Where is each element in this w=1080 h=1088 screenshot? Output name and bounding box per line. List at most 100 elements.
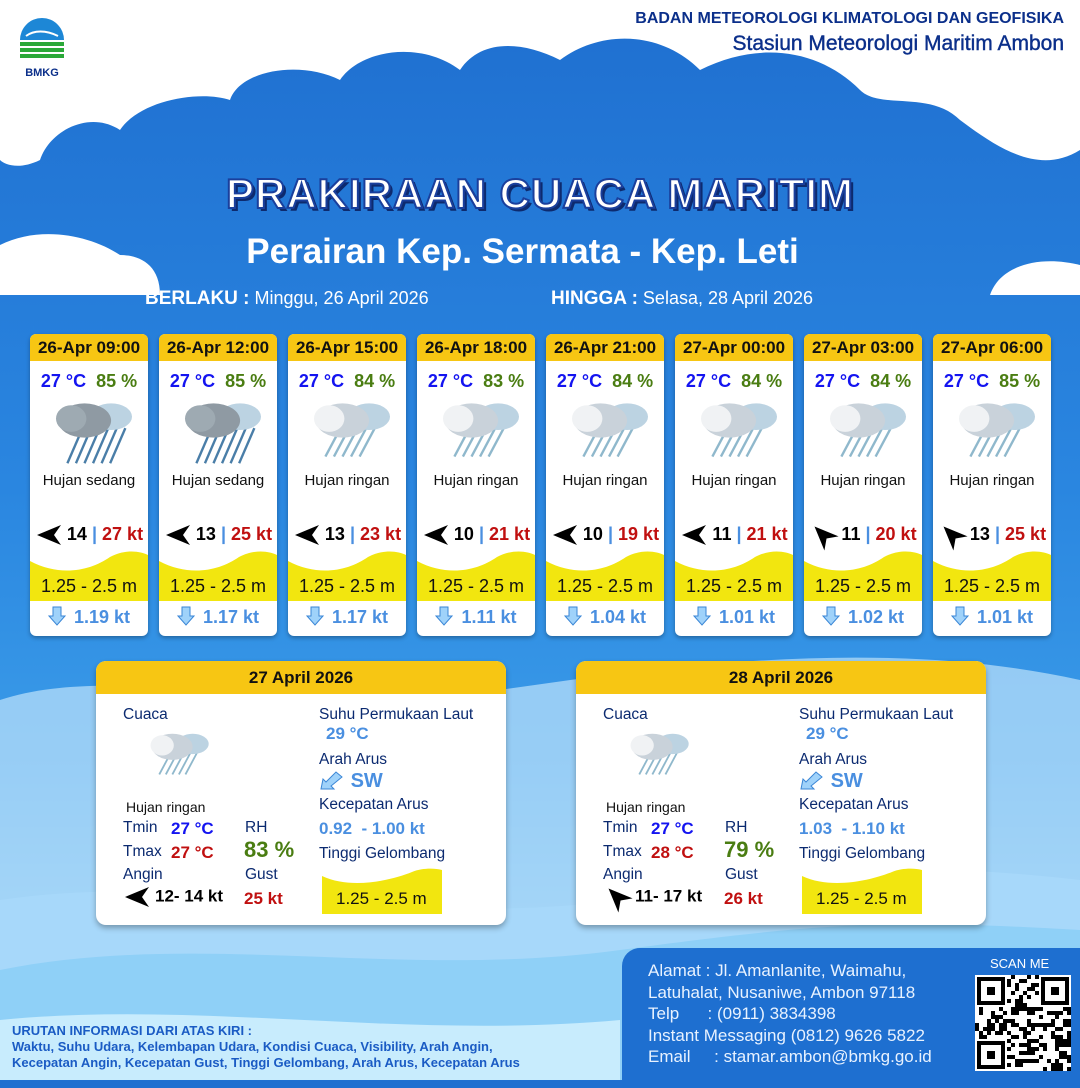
- weather-condition: Hujan ringan: [304, 472, 390, 489]
- wind-direction-icon: [422, 524, 454, 546]
- wave-height: 1.25 - 2.5 m: [814, 576, 912, 596]
- forecast-card: 27-Apr 03:00 27 °C 84 % Hujan ringan 11 …: [804, 334, 922, 636]
- humidity: 85 %: [999, 371, 1041, 391]
- air-temperature: 27 °C: [169, 371, 216, 391]
- wind-direction-icon: [938, 524, 970, 551]
- org-name: BADAN METEOROLOGI KLIMATOLOGI DAN GEOFIS…: [635, 10, 1064, 27]
- light-rain-icon: [933, 392, 1051, 468]
- current-direction-icon: [563, 606, 590, 627]
- wave-height: 1.25 - 2.5 m: [685, 576, 783, 596]
- wave-graphic: [675, 551, 793, 601]
- tmax-value: 27 °C: [171, 843, 214, 862]
- gust-speed: 19 kt: [618, 524, 660, 544]
- daily-date: 28 April 2026: [576, 661, 986, 694]
- wind-speed: 10: [582, 524, 603, 544]
- forecast-card: 26-Apr 21:00 27 °C 84 % Hujan ringan 10 …: [546, 334, 664, 636]
- wind-direction-icon: [603, 886, 635, 913]
- wind-range: 11- 17 kt: [635, 886, 703, 906]
- humidity: 84 %: [612, 371, 654, 391]
- gust-value: 25 kt: [244, 889, 283, 908]
- weather-condition: Hujan ringan: [562, 472, 648, 489]
- daily-weather: Hujan ringan: [606, 799, 686, 815]
- wind-speed: 13: [324, 524, 345, 544]
- forecast-card: 26-Apr 12:00 27 °C 85 % Hujan sedang 13 …: [159, 334, 277, 636]
- heavy-rain-icon: [159, 392, 277, 468]
- tmin-value: 27 °C: [651, 819, 694, 838]
- wind-speed: 11: [712, 524, 732, 544]
- light-rain-icon: [136, 725, 216, 788]
- phone: Telp : (0911) 3834398: [648, 1004, 836, 1023]
- sst-value: 29 °C: [326, 724, 369, 743]
- current-direction-label: Arah Arus: [799, 751, 868, 768]
- wave-label: Tinggi Gelombang: [319, 845, 446, 862]
- valid-to: HINGGA : Selasa, 28 April 2026: [551, 288, 813, 310]
- current-direction-label: Arah Arus: [319, 751, 388, 768]
- contact-info: Alamat : Jl. Amanlanite, Waimahu, Latuha…: [648, 960, 932, 1068]
- wave-graphic: [933, 551, 1051, 601]
- forecast-card: 27-Apr 00:00 27 °C 84 % Hujan ringan 11 …: [675, 334, 793, 636]
- valid-from-label: BERLAKU :: [145, 288, 250, 309]
- humidity: 85 %: [96, 371, 138, 391]
- wind-label: Angin: [603, 866, 643, 883]
- light-rain-icon: [675, 392, 793, 468]
- current-speed-value: 1.03 - 1.10 kt: [799, 819, 905, 838]
- wave-height: 1.25 - 2.5 m: [40, 576, 138, 596]
- wave-height: 1.25 - 2.5 m: [427, 576, 525, 596]
- forecast-time: 27-Apr 03:00: [804, 334, 922, 361]
- bmkg-logo: BMKG: [14, 12, 70, 79]
- tmin-value: 27 °C: [171, 819, 214, 838]
- gust-speed: 21 kt: [489, 524, 531, 544]
- email[interactable]: Email : stamar.ambon@bmkg.go.id: [648, 1047, 932, 1066]
- heavy-rain-icon: [30, 392, 148, 468]
- wind-speed: 13: [969, 524, 990, 544]
- daily-date: 27 April 2026: [96, 661, 506, 694]
- address-line-1: Alamat : Jl. Amanlanite, Waimahu,: [648, 961, 907, 980]
- wave-height: 1.25 - 2.5 m: [943, 576, 1041, 596]
- forecast-time: 27-Apr 00:00: [675, 334, 793, 361]
- current-speed: 1.04 kt: [589, 607, 647, 627]
- wind-direction-icon: [35, 524, 67, 546]
- current-direction-value: SW: [830, 770, 863, 792]
- info-line-2: Kecepatan Angin, Kecepatan Gust, Tinggi …: [12, 1055, 520, 1070]
- scan-me-label: SCAN ME: [990, 956, 1050, 971]
- daily-summary-card: 28 April 2026 Cuaca Hujan ringan Tmin 27…: [576, 661, 986, 925]
- current-speed: 1.01 kt: [718, 607, 776, 627]
- gust-speed: 21 kt: [746, 524, 788, 544]
- current-direction-icon: [319, 770, 345, 792]
- sst-label: Suhu Permukaan Laut: [799, 706, 954, 723]
- current-speed-label: Kecepatan Arus: [319, 796, 429, 813]
- rh-value: 79 %: [724, 837, 775, 862]
- forecast-card: 27-Apr 06:00 27 °C 85 % Hujan ringan 13 …: [933, 334, 1051, 636]
- page-subtitle: Perairan Kep. Sermata - Kep. Leti: [246, 232, 799, 271]
- forecast-time: 26-Apr 12:00: [159, 334, 277, 361]
- wind-speed: 14: [66, 524, 87, 544]
- light-rain-icon: [546, 392, 664, 468]
- light-rain-icon: [417, 392, 535, 468]
- instant-messaging: Instant Messaging (0812) 9626 5822: [648, 1025, 925, 1045]
- air-temperature: 27 °C: [556, 371, 603, 391]
- light-rain-icon: [616, 725, 696, 788]
- rh-label: RH: [725, 819, 748, 836]
- station-name: Stasiun Meteorologi Maritim Ambon: [732, 32, 1064, 55]
- current-speed-label: Kecepatan Arus: [799, 796, 909, 813]
- current-speed: 1.01 kt: [976, 607, 1034, 627]
- forecast-time: 27-Apr 06:00: [933, 334, 1051, 361]
- gust-label: Gust: [245, 866, 278, 883]
- humidity: 84 %: [870, 371, 912, 391]
- gust-speed: 27 kt: [102, 524, 144, 544]
- humidity: 83 %: [483, 371, 525, 391]
- wave-height: 1.25 - 2.5 m: [169, 576, 267, 596]
- wave-height: 1.25 - 2.5 m: [556, 576, 654, 596]
- wave-graphic: [804, 551, 922, 601]
- side-clouds: [0, 234, 1080, 295]
- qr-code[interactable]: [975, 975, 1071, 1071]
- page-title: PRAKIRAAN CUACA MARITIM: [225, 169, 855, 218]
- weather-condition: Hujan ringan: [820, 472, 906, 489]
- air-temperature: 27 °C: [814, 371, 861, 391]
- current-direction-icon: [950, 606, 977, 627]
- info-legend: URUTAN INFORMASI DARI ATAS KIRI : Waktu,…: [12, 1023, 520, 1071]
- rh-value: 83 %: [244, 837, 295, 862]
- current-direction-icon: [305, 606, 332, 627]
- daily-weather: Hujan ringan: [126, 799, 206, 815]
- gust-speed: 25 kt: [231, 524, 273, 544]
